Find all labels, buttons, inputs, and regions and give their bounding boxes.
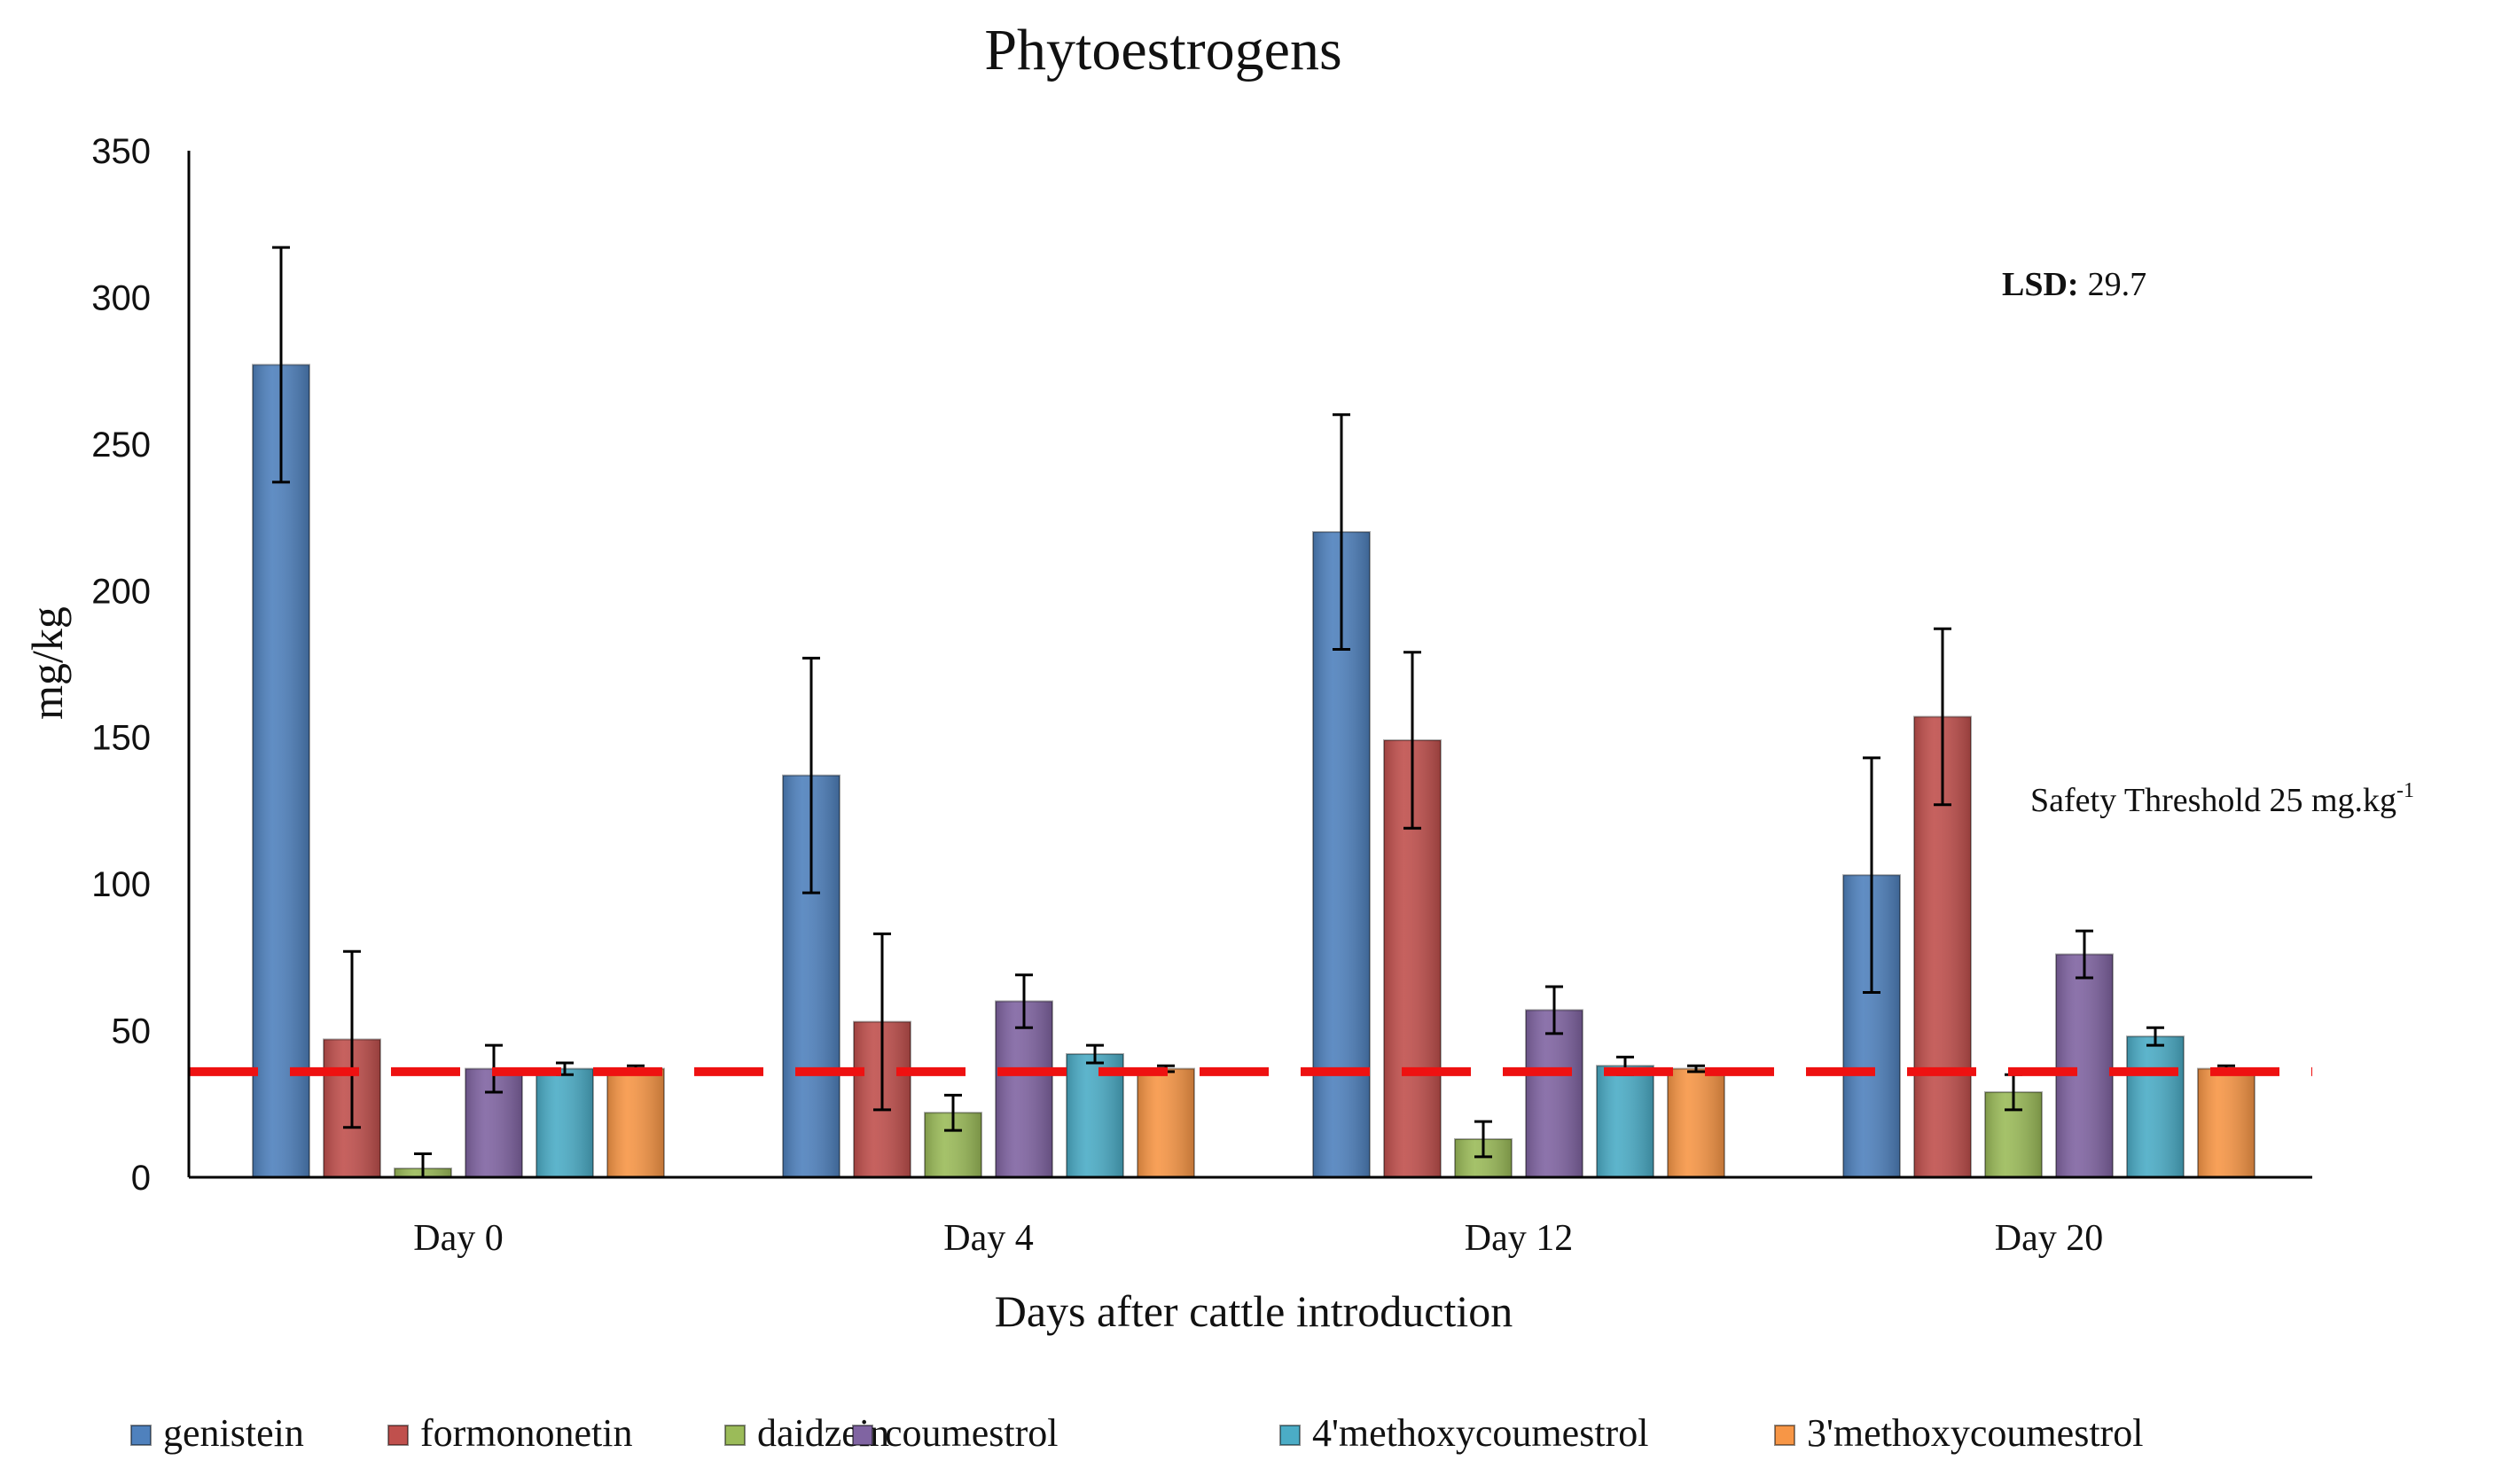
y-tick-label: 250	[91, 426, 151, 465]
lsd-value: 29.7	[2088, 266, 2147, 303]
error-bar-daidzein-day-12	[1474, 1120, 1492, 1159]
category-labels: Day 0 Day 4 Day 12 Day 20	[413, 1218, 2103, 1259]
bar-shade	[252, 363, 310, 1179]
error-bar-genistein-day-20	[1863, 756, 1880, 995]
legend-label: genistein	[163, 1411, 304, 1455]
bar-3-methoxycoumestrol-day-0	[606, 1067, 665, 1179]
bar-shade	[1667, 1067, 1725, 1179]
legend-label: 4'methoxycoumestrol	[1312, 1411, 1648, 1455]
legend-swatch	[387, 1425, 409, 1446]
legend-item-coumestrol: coumestrol	[852, 1411, 1059, 1455]
error-bar-formononetin-day-0	[343, 949, 361, 1129]
legend-label: formononetin	[420, 1411, 633, 1455]
legend-swatch	[1279, 1425, 1301, 1446]
bar-coumestrol-day-4	[995, 1000, 1053, 1178]
bar-4-methoxycoumestrol-day-20	[2126, 1035, 2185, 1179]
bar-shade	[2197, 1067, 2256, 1179]
y-tick-label: 0	[131, 1159, 151, 1198]
lsd-label: LSD:	[2002, 266, 2079, 303]
threshold-label: Safety Threshold 25 mg.kg-1	[2030, 779, 2414, 819]
threshold-label-text: Safety Threshold 25 mg.kg	[2030, 782, 2396, 819]
bar-formononetin-day-20	[1913, 715, 1972, 1178]
legend-swatch	[130, 1425, 152, 1446]
error-bar-daidzein-day-4	[944, 1093, 962, 1132]
error-bar-genistein-day-4	[802, 656, 820, 894]
x-tick-label: Day 12	[1465, 1218, 1573, 1259]
x-tick-label: Day 4	[943, 1218, 1033, 1259]
error-bar-coumestrol-day-12	[1545, 985, 1563, 1035]
chart-title: Phytoestrogens	[984, 18, 1341, 82]
error-bar-genistein-day-0	[272, 246, 290, 484]
bar-3-methoxycoumestrol-day-20	[2197, 1067, 2256, 1179]
bar-shade	[536, 1067, 594, 1179]
x-tick-label: Day 20	[1995, 1218, 2103, 1259]
bar-shade	[1596, 1065, 1654, 1179]
y-tick-label: 100	[91, 865, 151, 904]
x-axis-label: Days after cattle introduction	[995, 1286, 1513, 1336]
bar-genistein-day-0	[252, 363, 310, 1179]
bar-shade	[2126, 1035, 2185, 1179]
y-axis-label: mg/kg	[22, 606, 72, 720]
bar-coumestrol-day-20	[2055, 953, 2114, 1179]
legend-label: coumestrol	[885, 1411, 1059, 1455]
legend-item-3-methoxycoumestrol: 3'methoxycoumestrol	[1774, 1411, 2143, 1455]
bar-3-methoxycoumestrol-day-12	[1667, 1067, 1725, 1179]
y-tick-label: 300	[91, 278, 151, 317]
bars	[252, 363, 2256, 1179]
legend-item-formononetin: formononetin	[387, 1411, 633, 1455]
legend-swatch	[1774, 1425, 1795, 1446]
legend-item-genistein: genistein	[130, 1411, 304, 1455]
bar-shade	[1525, 1009, 1583, 1178]
x-tick-label: Day 0	[413, 1218, 503, 1259]
error-bar-formononetin-day-4	[873, 932, 891, 1112]
error-bar-genistein-day-12	[1333, 413, 1350, 651]
error-bar-4-methoxycoumestrol-day-4	[1086, 1043, 1104, 1065]
bar-shade	[995, 1000, 1053, 1178]
legend-swatch	[852, 1425, 873, 1446]
y-tick-label: 50	[112, 1012, 152, 1051]
y-tick-label: 350	[91, 132, 151, 171]
bar-shade	[2055, 953, 2114, 1179]
bar-shade	[1137, 1067, 1195, 1179]
threshold-label-superscript: -1	[2396, 779, 2414, 802]
bar-4-methoxycoumestrol-day-12	[1596, 1065, 1654, 1179]
y-axis-ticks: 0 50 100 150 200 250 300 350	[91, 132, 151, 1198]
y-tick-label: 200	[91, 572, 151, 611]
bar-shade	[606, 1067, 665, 1179]
legend-item-4-methoxycoumestrol: 4'methoxycoumestrol	[1279, 1411, 1648, 1455]
error-bar-coumestrol-day-20	[2076, 929, 2093, 980]
legend-label: 3'methoxycoumestrol	[1807, 1411, 2143, 1455]
bar-coumestrol-day-12	[1525, 1009, 1583, 1178]
error-bar-4-methoxycoumestrol-day-20	[2146, 1026, 2164, 1047]
error-bar-formononetin-day-20	[1934, 627, 1951, 807]
error-bar-3-methoxycoumestrol-day-12	[1687, 1064, 1705, 1074]
bar-3-methoxycoumestrol-day-4	[1137, 1067, 1195, 1179]
error-bar-formononetin-day-12	[1403, 651, 1421, 830]
y-tick-label: 150	[91, 719, 151, 758]
bar-4-methoxycoumestrol-day-0	[536, 1067, 594, 1179]
lsd-annotation: LSD: 29.7	[2002, 266, 2146, 303]
error-bar-coumestrol-day-4	[1015, 973, 1033, 1029]
legend-swatch	[724, 1425, 746, 1446]
